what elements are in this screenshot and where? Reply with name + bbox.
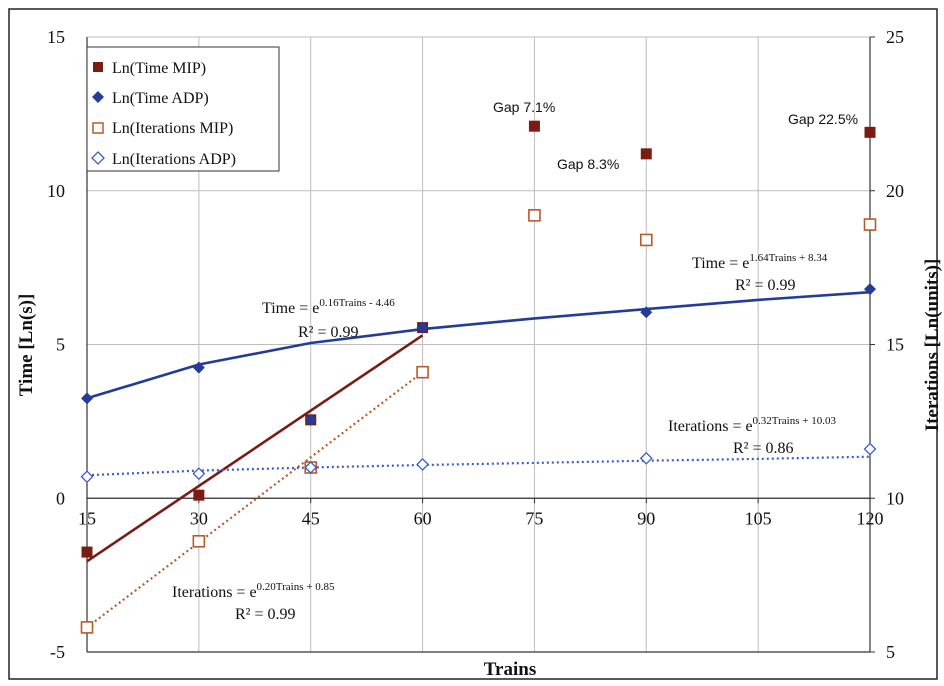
y-tick-label-2: 5 (56, 335, 65, 355)
marker-ln-time-mip-5 (640, 148, 652, 160)
x-axis-title: Trains (484, 659, 536, 680)
marker-ln-time-adp-5 (864, 283, 876, 296)
equation-iter-adp: Iterations = e0.32Trains + 10.03 R² = 0.… (668, 415, 836, 457)
x-tick-label-7: 120 (857, 508, 884, 528)
trendline-time-adp-fit (86, 290, 871, 400)
marker-ln-iterations-mip-6 (863, 218, 877, 231)
x-tick-label-6: 105 (745, 508, 772, 528)
legend-marker-iter-mip (92, 122, 104, 134)
x-tick-label-3: 60 (414, 508, 432, 528)
legend-marker-time-adp (92, 91, 104, 103)
marker-ln-iterations-adp-4 (639, 451, 653, 465)
marker-ln-time-mip-4 (528, 120, 540, 132)
tick-labels: 15 30 45 60 75 90 105 120 -5 0 5 10 15 5 10 15 20 25 (47, 27, 904, 662)
gap-label-75: Gap 7.1% (493, 99, 555, 115)
eq-iter-adp-text: Iterations = e0.32Trains + 10.03 (668, 415, 836, 435)
marker-ln-iterations-mip-5 (639, 233, 653, 247)
marker-ln-iterations-mip-4 (528, 209, 541, 222)
gap-label-90: Gap 8.3% (557, 156, 619, 172)
marker-ln-iterations-mip-1 (192, 534, 206, 548)
marker-ln-time-adp-3 (416, 321, 429, 334)
y-tick-label-3: 10 (47, 181, 65, 201)
y2-tick-label-1: 10 (886, 488, 904, 508)
y2-tick-label-0: 5 (886, 642, 895, 662)
y2-axis-title: Iterations [Ln(units)] (922, 259, 943, 432)
marker-ln-time-adp-0 (81, 392, 93, 405)
eq-time-mip-text: Time = e0.16Trains - 4.46 (262, 297, 395, 317)
eq-iter-mip-text: Iterations = e0.20Trains + 0.85 (172, 581, 335, 601)
x-tick-label-5: 90 (637, 508, 655, 528)
equation-iter-mip: Iterations = e0.20Trains + 0.85 R² = 0.9… (172, 581, 335, 623)
x-tick-label-2: 45 (302, 508, 320, 528)
x-tick-label-0: 15 (78, 508, 96, 528)
data-markers (80, 120, 877, 634)
y-tick-label-0: -5 (50, 642, 65, 662)
y2-tick-label-4: 25 (886, 27, 904, 47)
legend-label-time-adp: Ln(Time ADP) (112, 90, 209, 107)
eq-time-adp-text: Time = e1.64Trains + 8.34 (692, 252, 828, 272)
legend-marker-iter-adp (91, 151, 105, 165)
marker-ln-time-adp-2 (304, 413, 317, 426)
trendline-iter-mip-fit (86, 371, 424, 629)
eq-iter-adp-r2: R² = 0.86 (733, 440, 794, 457)
legend-box (86, 46, 280, 172)
marker-ln-time-adp-1 (192, 361, 205, 374)
marker-ln-iterations-adp-1 (192, 467, 206, 481)
marker-ln-iterations-mip-3 (416, 365, 429, 379)
legend-label-iter-mip: Ln(Iterations MIP) (112, 120, 233, 137)
marker-ln-iterations-adp-2 (304, 461, 318, 474)
eq-iter-mip-r2: R² = 0.99 (235, 606, 296, 623)
eq-time-mip-r2: R² = 0.99 (298, 324, 359, 341)
legend-label-iter-adp: Ln(Iterations ADP) (112, 151, 236, 168)
marker-ln-time-mip-1 (193, 489, 205, 501)
marker-ln-time-adp-4 (640, 306, 653, 319)
gap-label-120: Gap 22.5% (788, 111, 858, 127)
marker-ln-iterations-mip-0 (80, 621, 94, 634)
gap-labels: Gap 7.1% Gap 8.3% Gap 22.5% (493, 99, 858, 172)
marker-ln-time-mip-6 (864, 126, 876, 138)
y2-tick-label-3: 20 (886, 181, 904, 201)
legend-marker-time-mip (93, 62, 103, 72)
y-axis-title: Time [Ln(s)] (16, 294, 37, 397)
equation-time-mip: Time = e0.16Trains - 4.46 R² = 0.99 (262, 297, 395, 341)
trendlines (86, 290, 871, 629)
marker-ln-iterations-adp-0 (80, 470, 94, 484)
y-tick-label-1: 0 (56, 488, 65, 508)
y-tick-label-4: 15 (47, 27, 65, 47)
trendline-time-mip-fit (86, 334, 424, 563)
x-tick-label-1: 30 (190, 508, 208, 528)
legend: Ln(Time MIP) Ln(Time ADP) Ln(Iterations … (86, 46, 280, 172)
eq-time-adp-r2: R² = 0.99 (735, 277, 796, 294)
legend-label-time-mip: Ln(Time MIP) (112, 60, 206, 77)
marker-ln-iterations-adp-5 (863, 442, 877, 456)
y2-tick-label-2: 15 (886, 335, 904, 355)
trendline-iter-adp-fit (86, 455, 871, 477)
marker-ln-iterations-adp-3 (416, 458, 429, 471)
x-tick-label-4: 75 (525, 508, 543, 528)
marker-ln-time-mip-0 (81, 546, 93, 558)
equation-time-adp: Time = e1.64Trains + 8.34 R² = 0.99 (692, 252, 828, 294)
